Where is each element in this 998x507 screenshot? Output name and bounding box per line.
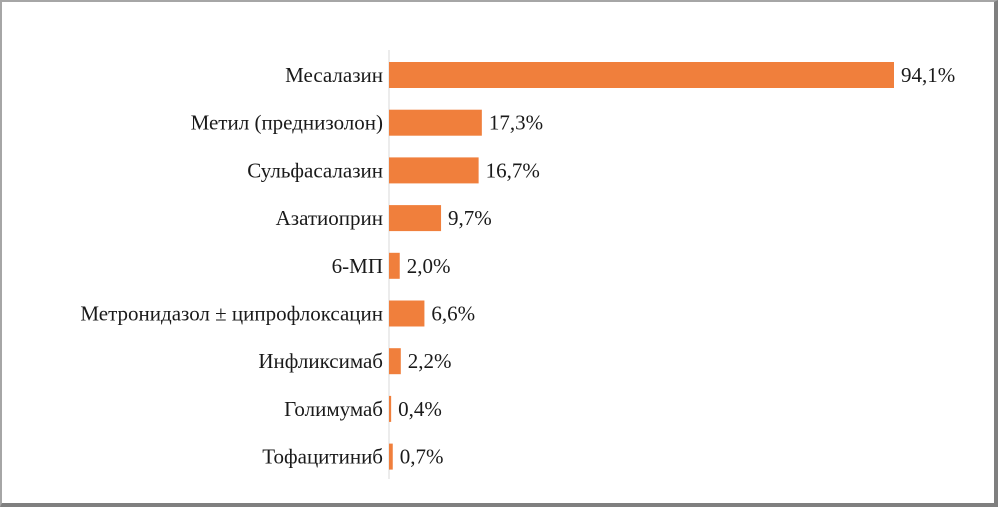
data-label-7: 0,4% bbox=[398, 397, 442, 421]
category-label-8: Тофацитиниб bbox=[262, 445, 383, 469]
data-label-4: 2,0% bbox=[407, 254, 451, 278]
bar-6 bbox=[389, 348, 401, 375]
data-label-0: 94,1% bbox=[901, 63, 955, 87]
data-label-5: 6,6% bbox=[431, 302, 475, 326]
data-label-8: 0,7% bbox=[400, 445, 444, 469]
category-label-5: Метронидазол ± ципрофлоксацин bbox=[80, 302, 383, 326]
category-label-3: Азатиоприн bbox=[276, 206, 383, 230]
bar-8 bbox=[389, 443, 393, 470]
category-label-6: Инфликсимаб bbox=[258, 349, 383, 373]
data-label-2: 16,7% bbox=[486, 158, 540, 182]
bar-3 bbox=[389, 205, 442, 232]
category-label-7: Голимумаб bbox=[284, 397, 383, 421]
category-label-0: Месалазин bbox=[285, 63, 383, 87]
data-label-6: 2,2% bbox=[408, 349, 452, 373]
category-label-2: Сульфасалазин bbox=[247, 158, 383, 182]
data-label-3: 9,7% bbox=[448, 206, 492, 230]
bars-group: Месалазин 94,1% Метил (преднизолон) 17,3% Су… bbox=[80, 62, 955, 470]
bar-2 bbox=[389, 157, 479, 184]
category-label-1: Метил (преднизолон) bbox=[191, 111, 383, 135]
bar-0 bbox=[389, 62, 894, 88]
bar-4 bbox=[389, 252, 400, 279]
bar-5 bbox=[389, 300, 425, 327]
category-label-4: 6-МП bbox=[332, 254, 383, 278]
data-label-1: 17,3% bbox=[489, 111, 543, 135]
bar-1 bbox=[389, 109, 482, 136]
bar-7 bbox=[389, 395, 392, 422]
